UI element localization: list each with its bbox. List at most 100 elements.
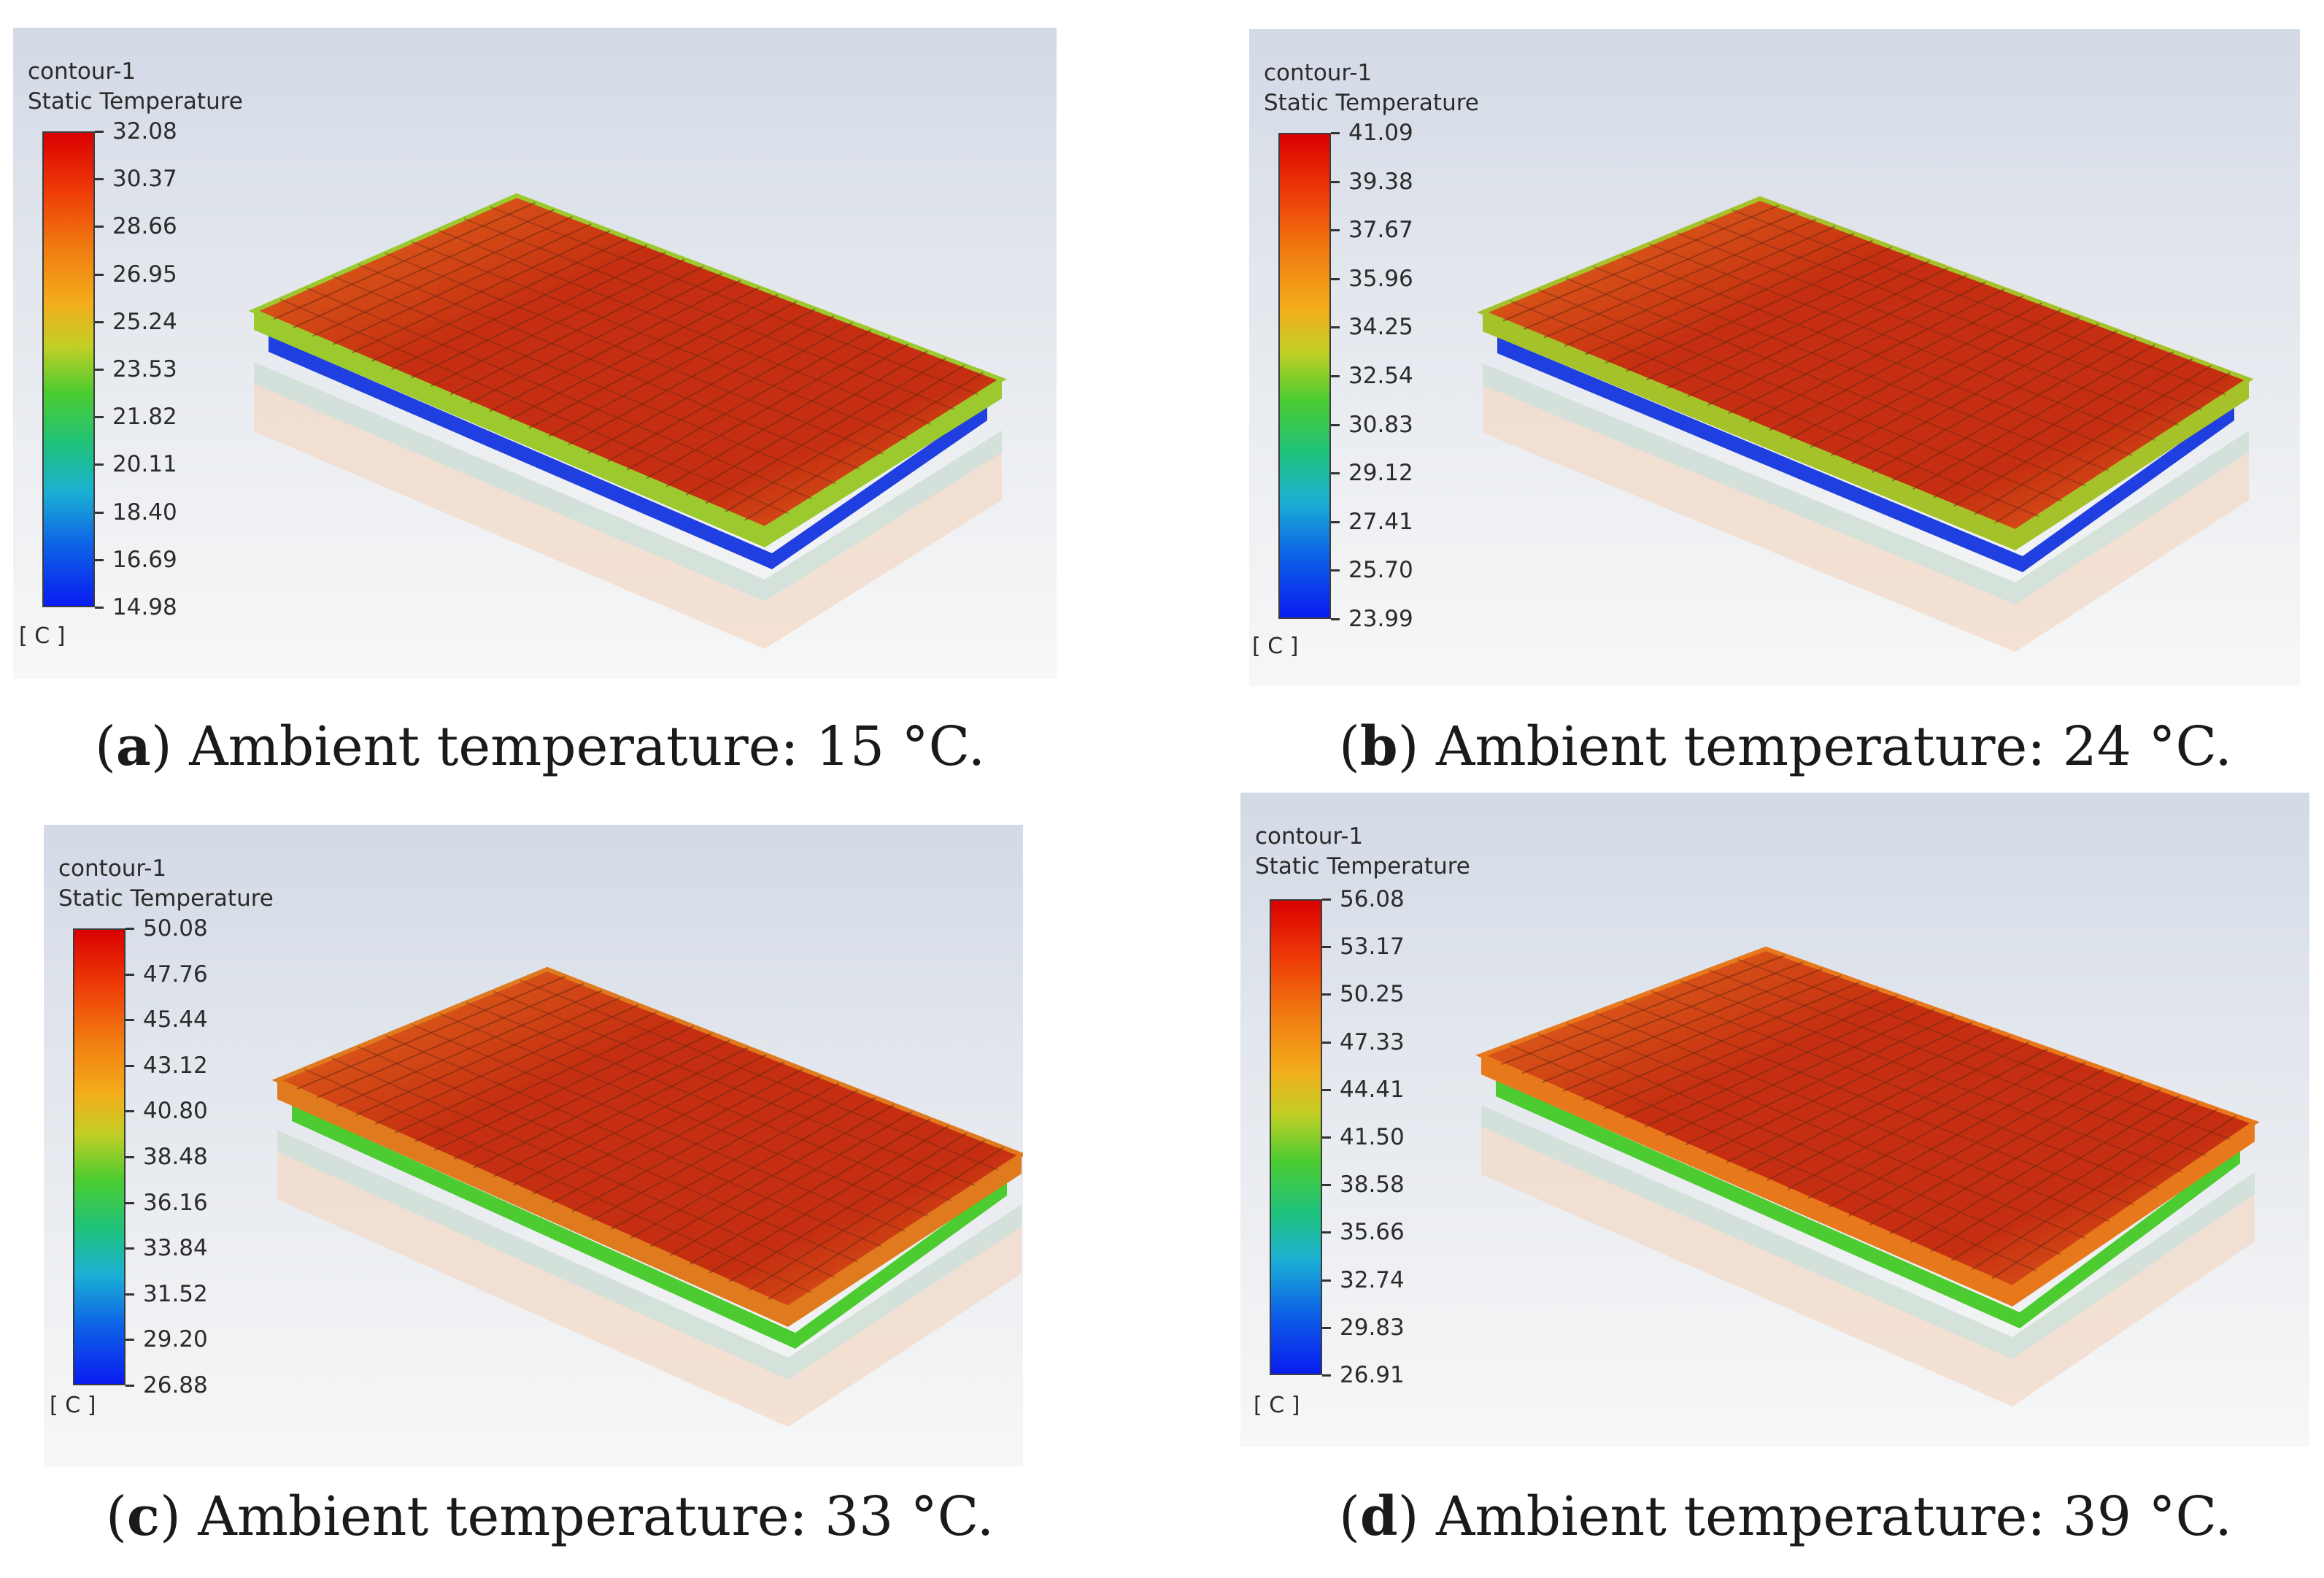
cell-line: [1583, 981, 1861, 1101]
scale-label: 32.74: [1340, 1266, 1405, 1293]
caption-text: Ambient temperature: 33 °C.: [198, 1485, 995, 1548]
scale-label: 44.41: [1340, 1076, 1405, 1103]
battery-pack-render: [1477, 196, 2254, 652]
module-line: [490, 206, 978, 396]
scale-label: 23.53: [112, 356, 177, 382]
scale-tick: [95, 320, 104, 323]
scale-label: 32.54: [1348, 363, 1413, 389]
cell-line: [1685, 1015, 1955, 1146]
caption-d: (d) Ambient temperature: 39 °C.: [1339, 1485, 2232, 1548]
cell-line: [1726, 1028, 1992, 1163]
module-line: [1708, 969, 2207, 1157]
cell-line: [1584, 232, 1855, 355]
scale-tick: [1331, 132, 1340, 134]
module-line: [412, 1024, 906, 1232]
module-line: [358, 263, 860, 470]
cell-line: [1910, 1088, 2161, 1244]
cell-line: [332, 223, 592, 345]
caption-text: Ambient temperature: 24 °C.: [1436, 715, 2232, 778]
cell-line: [607, 322, 853, 463]
scale-label: 28.66: [112, 213, 177, 240]
cell-line: [1930, 1095, 2180, 1252]
scale-label: 16.69: [112, 546, 177, 573]
color-scale-bar: [42, 131, 95, 607]
cell-line: [552, 1068, 803, 1204]
cell-line: [1624, 995, 1898, 1119]
module-line: [332, 275, 836, 485]
scale-tick: [126, 1339, 134, 1342]
cell-line: [512, 1054, 767, 1186]
cell-line: [1950, 1101, 2199, 1262]
cell-line: [548, 301, 798, 437]
scale-label: 32.08: [112, 118, 177, 145]
scale-tick: [1322, 1136, 1331, 1139]
scale-tick: [1331, 326, 1340, 329]
module-line: [466, 1001, 952, 1201]
module-line: [1594, 1012, 2110, 1223]
cell-line: [1810, 309, 2061, 448]
scale-tick: [126, 1110, 134, 1113]
cell-line: [1667, 260, 1930, 389]
module-line: [385, 253, 884, 455]
scale-label: 26.95: [112, 261, 177, 288]
scale-tick: [1331, 618, 1340, 620]
cell-line: [355, 997, 621, 1116]
scale-tick: [126, 1064, 134, 1067]
scale-tick: [1322, 898, 1331, 901]
scale-tick: [1322, 1184, 1331, 1187]
color-scale-bar: [73, 928, 126, 1385]
cell-line: [627, 329, 872, 471]
scale-tick: [1331, 520, 1340, 523]
module-line: [358, 1046, 859, 1263]
reflection-slab: [1483, 363, 2249, 652]
scale-tick: [95, 416, 104, 419]
cell-line: [650, 1104, 895, 1247]
scale-label: 43.12: [143, 1052, 208, 1079]
scale-label: 37.67: [1348, 217, 1413, 244]
scale-tick: [95, 369, 104, 371]
quantity-name: Static Temperature: [1255, 853, 1470, 880]
unit-label: [ C ]: [50, 1393, 96, 1418]
scale-tick: [95, 511, 104, 514]
battery-pack-render: [248, 193, 1007, 649]
cell-line: [1789, 302, 2043, 439]
module-line: [1537, 288, 2063, 502]
module-line: [1676, 231, 2180, 426]
scale-tick: [126, 1201, 134, 1204]
contour-name: contour-1: [58, 855, 167, 882]
caption-text: Ambient temperature: 15 °C.: [189, 715, 986, 778]
module-line: [304, 1068, 812, 1293]
cell-line: [273, 201, 536, 320]
cell-line: [1848, 1068, 2105, 1217]
caption-letter: a: [115, 715, 151, 778]
module-line: [439, 1012, 929, 1217]
scale-tick: [1322, 1326, 1331, 1329]
cell-line: [1501, 955, 1786, 1066]
scale-label: 33.84: [143, 1235, 208, 1262]
cell-line: [689, 1118, 931, 1265]
scale-tick: [95, 558, 104, 561]
cell-line: [1748, 288, 2005, 423]
battery-pack-render: [1475, 946, 2260, 1406]
scale-tick: [1322, 946, 1331, 949]
cell-line: [414, 1018, 676, 1142]
cell-line: [611, 1090, 858, 1230]
legend-header: contour-1 Static Temperature: [58, 854, 274, 914]
contour-panel-c: contour-1 Static Temperature [ C ] 50.08…: [44, 825, 1023, 1467]
cell-line: [1728, 281, 1986, 415]
scale-tick: [1322, 1279, 1331, 1282]
cell-line: [532, 1061, 785, 1195]
scale-label: 53.17: [1340, 934, 1405, 961]
cell-line: [296, 975, 566, 1090]
module-line: [1509, 1044, 2037, 1272]
scale-tick: [1331, 423, 1340, 426]
pack-top-face: [271, 966, 1023, 1311]
cell-line: [709, 1125, 949, 1274]
cell-line: [391, 244, 648, 371]
cell-line: [1646, 253, 1911, 381]
scale-label: 40.80: [143, 1098, 208, 1125]
cell-line: [768, 1147, 1004, 1300]
scale-label: 21.82: [112, 404, 177, 431]
cell-line: [1603, 988, 1880, 1110]
scale-label: 38.58: [1340, 1171, 1405, 1198]
